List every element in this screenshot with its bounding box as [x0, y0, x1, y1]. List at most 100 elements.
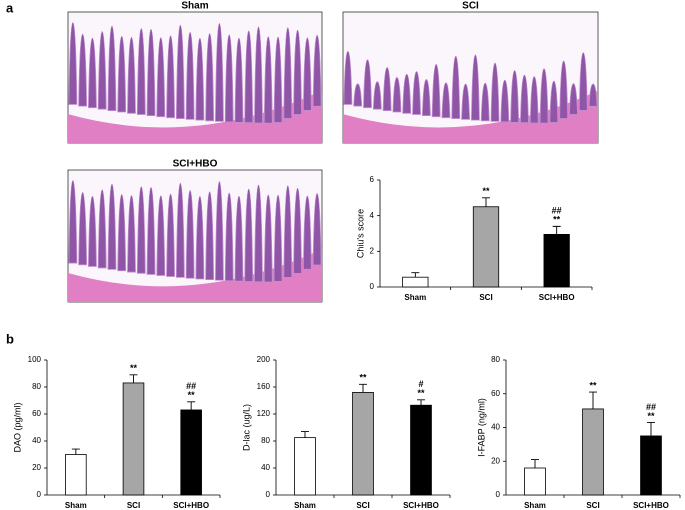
x-tick-label: SCI+HBO [173, 501, 209, 510]
villus [363, 59, 372, 109]
y-tick-label: 60 [32, 409, 41, 418]
villus [461, 83, 471, 120]
tissue [68, 22, 322, 143]
villus [146, 28, 156, 117]
error-bar [482, 197, 490, 207]
villus [312, 193, 322, 266]
histology-image [67, 11, 323, 144]
muscle-layer [343, 90, 598, 143]
villus [205, 191, 215, 281]
villus [263, 36, 273, 124]
bar [543, 233, 570, 288]
bar [472, 206, 500, 288]
histology-image [67, 169, 323, 303]
villus [136, 28, 146, 115]
error-bar [129, 374, 138, 383]
villus [156, 195, 166, 276]
bar [294, 437, 316, 496]
villus [500, 79, 510, 123]
villus [78, 191, 88, 266]
x-tick-label: SCI [586, 501, 599, 510]
bar [352, 391, 374, 496]
villus [480, 82, 490, 122]
villus [273, 36, 283, 123]
significance-label: # [418, 379, 423, 389]
villus [175, 182, 185, 278]
villus [107, 183, 117, 270]
bar [122, 382, 145, 496]
villus [254, 26, 263, 124]
error-bar [647, 421, 655, 436]
villus [215, 22, 224, 122]
villus [578, 52, 588, 111]
villus [97, 31, 107, 110]
error-bar [71, 448, 80, 455]
x-tick-label: Sham [65, 501, 87, 510]
villus [224, 192, 234, 282]
villus [244, 30, 254, 124]
villus [127, 195, 136, 273]
muscle-layer [68, 90, 322, 143]
villus [195, 195, 205, 280]
villus [549, 80, 559, 123]
villus [520, 74, 529, 124]
y-tick-label: 20 [491, 456, 500, 465]
villus [470, 54, 480, 121]
significance-label: ** [589, 380, 597, 390]
x-tick-label: SCI+HBO [633, 501, 669, 510]
villus [224, 34, 234, 123]
villus [588, 83, 598, 107]
tissue [68, 180, 322, 302]
error-bar [359, 383, 367, 393]
villus [431, 63, 441, 118]
villus [263, 194, 273, 283]
y-tick-label: 160 [257, 382, 271, 391]
bar [180, 409, 202, 496]
significance-label: ## [186, 381, 196, 391]
y-axis-label: D-lac (ug/L) [241, 404, 251, 451]
villus [254, 184, 263, 283]
villus [421, 79, 431, 117]
x-tick-label: SCI+HBO [539, 293, 575, 302]
bar [640, 435, 662, 496]
histology-image [342, 11, 599, 144]
y-axis-label: DAO (pg/ml) [12, 402, 22, 452]
villus [68, 22, 78, 105]
villus [215, 181, 224, 281]
villus [529, 76, 539, 124]
y-tick-label: 60 [491, 389, 500, 398]
y-tick-label: 80 [491, 355, 500, 364]
villus [234, 37, 244, 123]
y-axis-label: Chiu's score [355, 209, 365, 258]
villus [441, 82, 451, 119]
y-tick-label: 6 [370, 175, 375, 184]
villus [244, 188, 254, 282]
villus [569, 83, 578, 115]
villus [156, 37, 166, 118]
image-caption: Sham [181, 1, 208, 12]
significance-label: ## [646, 402, 656, 412]
image-caption: SCI [462, 1, 479, 12]
panel-label: a [6, 0, 14, 15]
villus [78, 33, 88, 107]
villus [166, 35, 175, 119]
bar [410, 404, 432, 496]
error-bar [301, 431, 309, 438]
y-tick-label: 120 [257, 409, 271, 418]
villus [88, 37, 97, 109]
y-tick-label: 200 [257, 355, 271, 364]
significance-label: ** [553, 215, 561, 225]
panel-label: b [6, 331, 14, 346]
y-tick-label: 0 [266, 490, 271, 499]
significance-label: ** [417, 388, 425, 398]
tissue [343, 50, 598, 143]
error-bar [552, 225, 561, 235]
x-tick-label: Sham [404, 293, 426, 302]
y-tick-label: 0 [496, 490, 501, 499]
y-tick-label: 2 [370, 246, 375, 255]
significance-label: ** [130, 363, 138, 373]
error-bar [531, 459, 539, 468]
error-bar [417, 399, 425, 406]
villus [382, 67, 392, 112]
